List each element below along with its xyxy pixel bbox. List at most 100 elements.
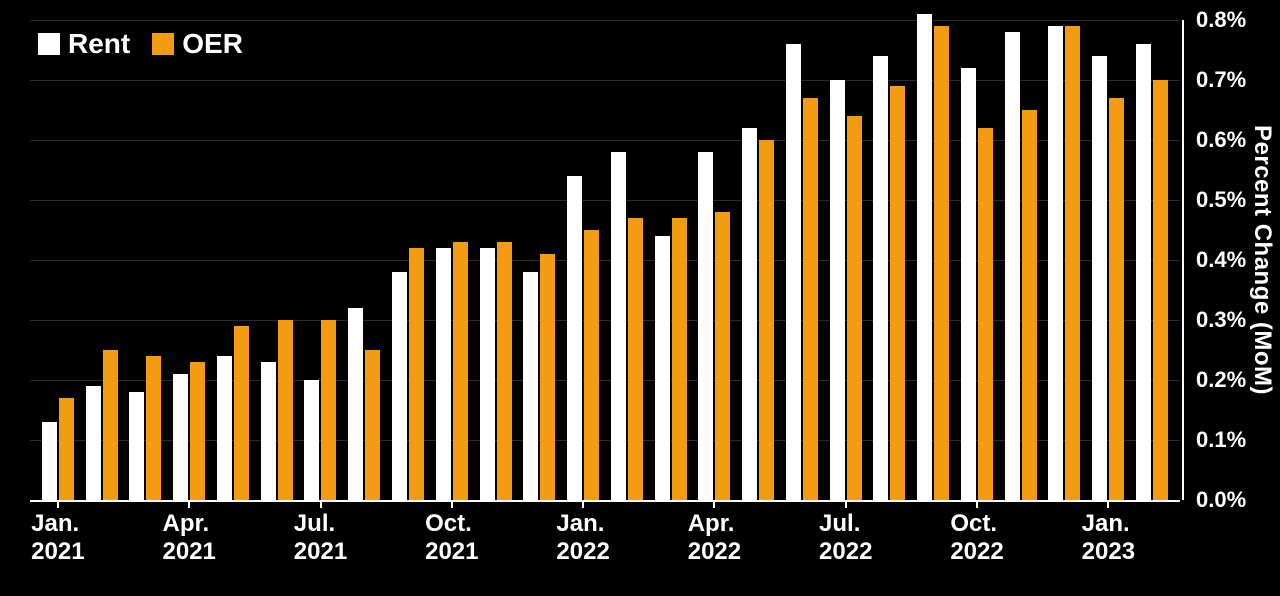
x-axis-labels: Jan. 2021Apr. 2021Jul. 2021Oct. 2021Jan.… xyxy=(30,504,1180,584)
x-tick-mark xyxy=(845,500,847,508)
x-tick-label: Oct. 2022 xyxy=(950,510,1003,565)
bar-oer xyxy=(540,254,555,500)
bar-group xyxy=(80,20,124,500)
x-tick-mark xyxy=(976,500,978,508)
legend-swatch-oer xyxy=(152,33,174,55)
bar-oer xyxy=(1022,110,1037,500)
x-tick-label: Apr. 2021 xyxy=(162,510,215,565)
x-tick-mark xyxy=(188,500,190,508)
bar-group xyxy=(955,20,999,500)
bar-group xyxy=(167,20,211,500)
legend-item-rent: Rent xyxy=(38,28,130,60)
bar-rent xyxy=(42,422,57,500)
x-tick-mark xyxy=(582,500,584,508)
y-tick-label: 0.2% xyxy=(1196,367,1246,393)
bar-group xyxy=(736,20,780,500)
y-tick-label: 0.3% xyxy=(1196,307,1246,333)
y-tick-label: 0.8% xyxy=(1196,7,1246,33)
bar-group xyxy=(517,20,561,500)
bar-group xyxy=(605,20,649,500)
x-tick-label: Jan. 2022 xyxy=(556,510,609,565)
y-tick-label: 0.5% xyxy=(1196,187,1246,213)
bar-group xyxy=(474,20,518,500)
x-tick-label: Jul. 2021 xyxy=(294,510,347,565)
bar-group xyxy=(211,20,255,500)
bar-group xyxy=(868,20,912,500)
y-axis xyxy=(1182,20,1184,500)
bar-group xyxy=(692,20,736,500)
bar-oer xyxy=(234,326,249,500)
bar-oer xyxy=(978,128,993,500)
bar-oer xyxy=(190,362,205,500)
bar-rent xyxy=(786,44,801,500)
bar-oer xyxy=(847,116,862,500)
x-tick-mark xyxy=(57,500,59,508)
bar-rent xyxy=(304,380,319,500)
bar-group xyxy=(386,20,430,500)
y-tick-label: 0.1% xyxy=(1196,427,1246,453)
bar-rent xyxy=(261,362,276,500)
bar-oer xyxy=(365,350,380,500)
x-tick-label: Jan. 2021 xyxy=(31,510,84,565)
bar-rent xyxy=(961,68,976,500)
bar-rent xyxy=(173,374,188,500)
bar-rent xyxy=(698,152,713,500)
bar-oer xyxy=(321,320,336,500)
bar-oer xyxy=(715,212,730,500)
x-tick-label: Apr. 2022 xyxy=(688,510,741,565)
legend: Rent OER xyxy=(38,28,243,60)
bar-rent xyxy=(1136,44,1151,500)
bar-rent xyxy=(86,386,101,500)
y-tick-label: 0.0% xyxy=(1196,487,1246,513)
bar-group xyxy=(299,20,343,500)
legend-label-oer: OER xyxy=(182,28,243,60)
bar-rent xyxy=(1005,32,1020,500)
x-tick-label: Jul. 2022 xyxy=(819,510,872,565)
bar-rent xyxy=(830,80,845,500)
bar-rent xyxy=(392,272,407,500)
legend-swatch-rent xyxy=(38,33,60,55)
bar-oer xyxy=(672,218,687,500)
bars-container xyxy=(30,20,1180,500)
bar-oer xyxy=(890,86,905,500)
plot-area xyxy=(30,20,1180,502)
bar-rent xyxy=(1092,56,1107,500)
bar-group xyxy=(36,20,80,500)
bar-rent xyxy=(348,308,363,500)
bar-group xyxy=(255,20,299,500)
bar-oer xyxy=(1153,80,1168,500)
bar-rent xyxy=(873,56,888,500)
x-tick-label: Jan. 2023 xyxy=(1082,510,1135,565)
rent-oer-chart: Rent OER Percent Change (MoM) Jan. 2021A… xyxy=(0,0,1280,596)
bar-rent xyxy=(567,176,582,500)
legend-item-oer: OER xyxy=(152,28,243,60)
bar-oer xyxy=(409,248,424,500)
bar-oer xyxy=(59,398,74,500)
bar-oer xyxy=(628,218,643,500)
bar-oer xyxy=(759,140,774,500)
y-tick-label: 0.7% xyxy=(1196,67,1246,93)
bar-rent xyxy=(217,356,232,500)
bar-oer xyxy=(584,230,599,500)
bar-group xyxy=(561,20,605,500)
bar-group xyxy=(1086,20,1130,500)
bar-group xyxy=(1130,20,1174,500)
bar-oer xyxy=(803,98,818,500)
bar-oer xyxy=(497,242,512,500)
bar-rent xyxy=(1048,26,1063,500)
bar-rent xyxy=(480,248,495,500)
bar-group xyxy=(430,20,474,500)
bar-oer xyxy=(278,320,293,500)
bar-group xyxy=(1043,20,1087,500)
x-tick-mark xyxy=(320,500,322,508)
bar-oer xyxy=(1109,98,1124,500)
bar-rent xyxy=(742,128,757,500)
bar-group xyxy=(780,20,824,500)
bar-rent xyxy=(436,248,451,500)
bar-rent xyxy=(655,236,670,500)
bar-group xyxy=(342,20,386,500)
bar-oer xyxy=(146,356,161,500)
bar-group xyxy=(124,20,168,500)
bar-rent xyxy=(611,152,626,500)
legend-label-rent: Rent xyxy=(68,28,130,60)
